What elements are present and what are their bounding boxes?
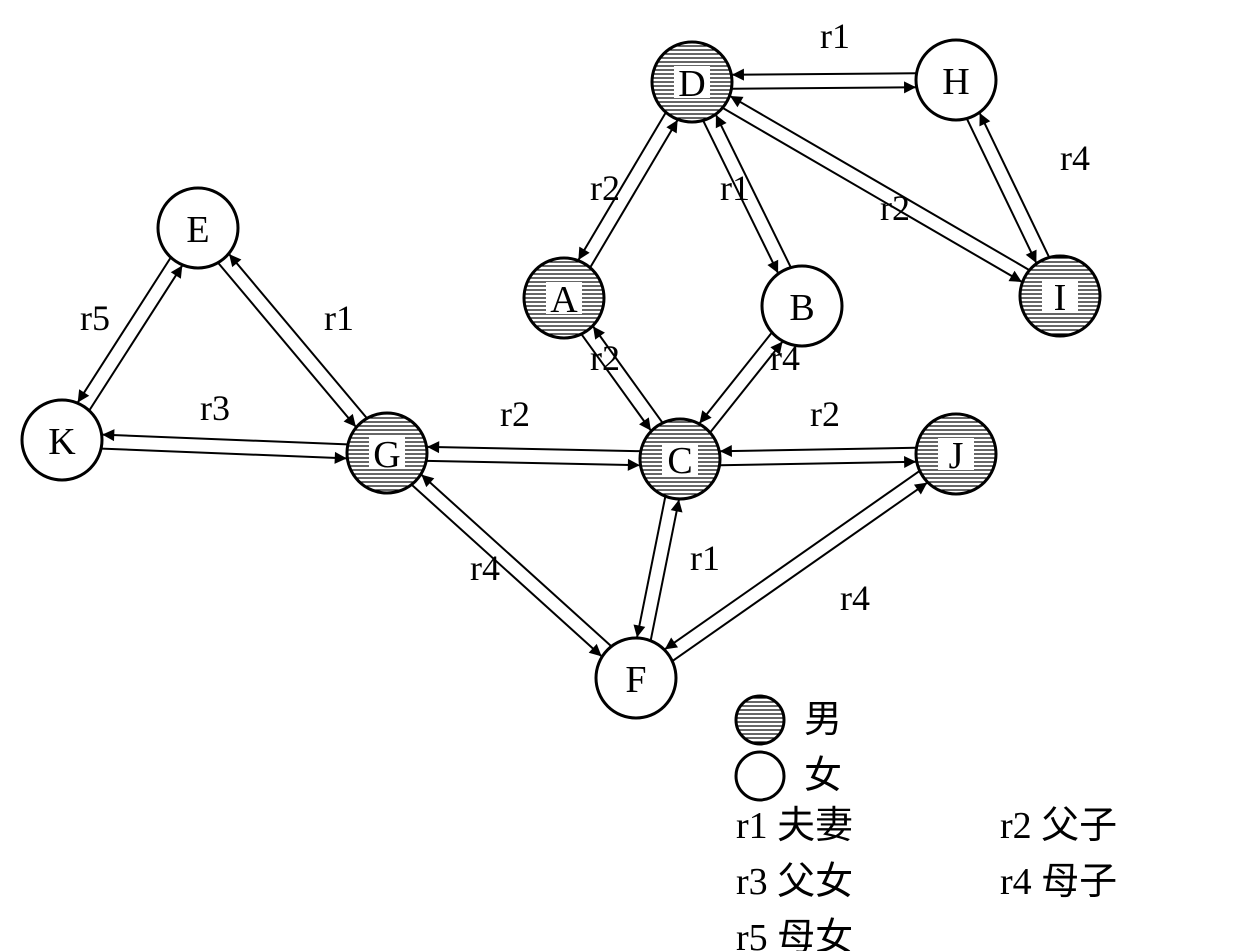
- legend-relation: r5 母女: [736, 917, 853, 951]
- edge-label: r2: [590, 168, 620, 208]
- node-label: C: [667, 440, 692, 482]
- edge-label: r1: [690, 538, 720, 578]
- graph-node: H: [916, 40, 996, 120]
- edge-label: r2: [500, 394, 530, 434]
- node-label: G: [373, 434, 400, 476]
- edge-label: r2: [880, 188, 910, 228]
- edge-label: r5: [80, 298, 110, 338]
- edge-label: r1: [820, 16, 850, 56]
- legend-relation: r2 父子: [1000, 805, 1117, 847]
- legend-symbol: [736, 752, 784, 800]
- legend-relation: r1 夫妻: [736, 805, 853, 847]
- edge-label: r1: [720, 168, 750, 208]
- graph-node: B: [762, 266, 842, 346]
- graph-node: J: [916, 414, 996, 494]
- node-label: H: [942, 61, 969, 103]
- node-label: I: [1054, 277, 1067, 319]
- legend-label: 男: [804, 699, 842, 741]
- node-label: A: [550, 279, 578, 321]
- node-label: J: [949, 435, 964, 477]
- graph-node: A: [524, 258, 604, 338]
- edge-label: r3: [200, 388, 230, 428]
- edge-label: r2: [810, 394, 840, 434]
- graph-node: K: [22, 400, 102, 480]
- legend-label: 女: [804, 755, 842, 797]
- graph-node: G: [347, 413, 427, 493]
- graph-node: E: [158, 188, 238, 268]
- legend-relation: r3 父女: [736, 861, 853, 903]
- node-label: E: [186, 209, 209, 251]
- network-diagram: r1r2r1r2r4r2r4r5r1r3r2r2r1r4r4ABCDEFGHIJ…: [0, 0, 1240, 951]
- edge-label: r4: [840, 578, 870, 618]
- graph-node: I: [1020, 256, 1100, 336]
- legend-symbol: [736, 696, 784, 744]
- node-label: F: [625, 659, 646, 701]
- edge-label: r1: [324, 298, 354, 338]
- node-label: B: [789, 287, 814, 329]
- edge-label: r4: [1060, 138, 1090, 178]
- node-label: D: [678, 63, 705, 105]
- graph-node: C: [640, 419, 720, 499]
- edge-label: r4: [470, 548, 500, 588]
- graph-node: D: [652, 42, 732, 122]
- graph-node: F: [596, 638, 676, 718]
- legend-relation: r4 母子: [1000, 861, 1117, 903]
- node-label: K: [48, 421, 76, 463]
- edge-label: r2: [590, 338, 620, 378]
